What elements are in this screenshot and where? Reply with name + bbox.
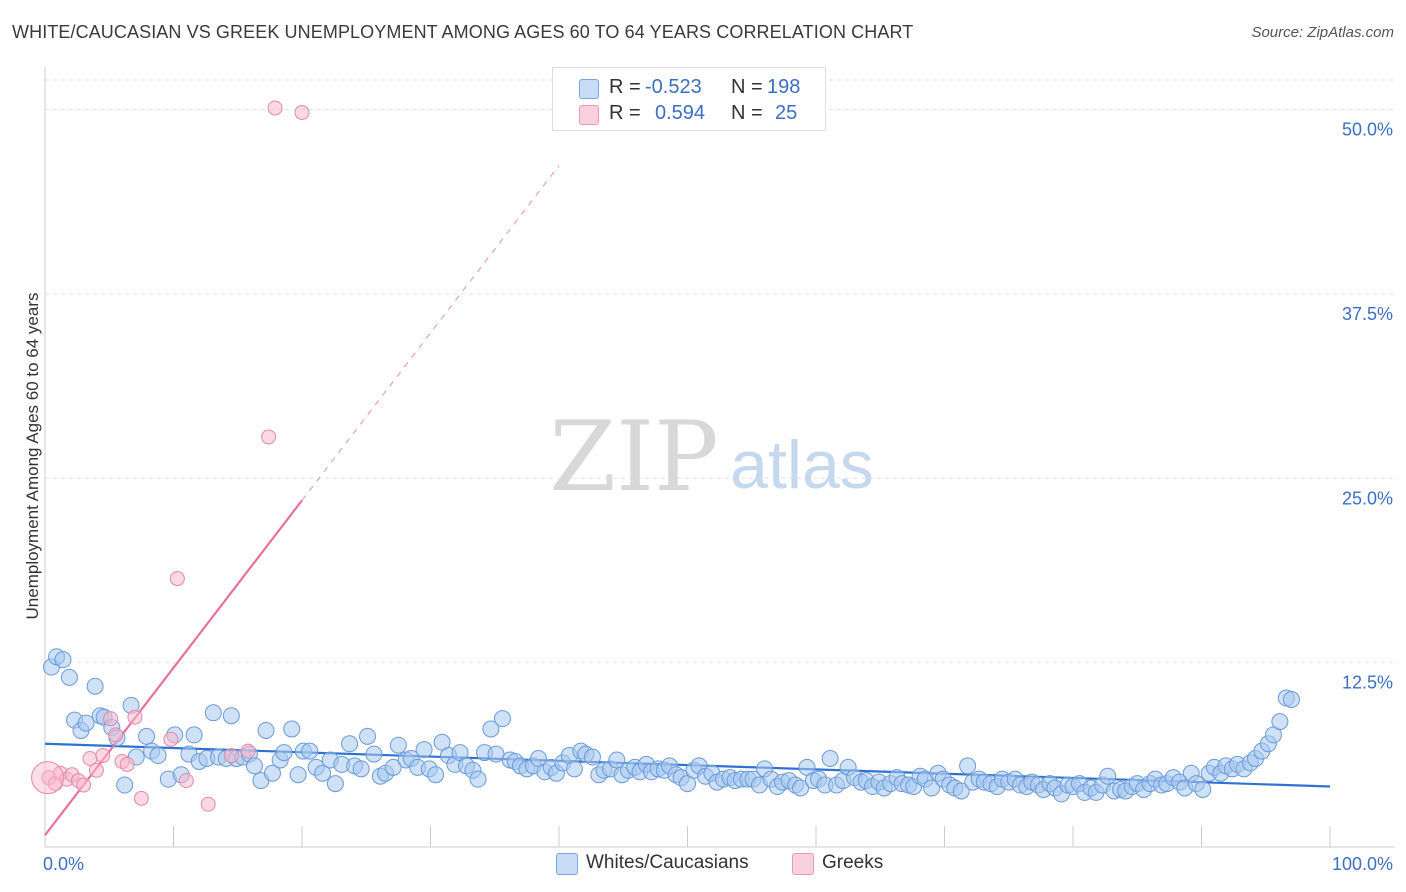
legend-row-greeks: R = 0.594 N = 25: [553, 101, 825, 127]
y-tick-label: 37.5%: [1342, 304, 1393, 324]
x-tick-label-max: 100.0%: [1332, 854, 1393, 874]
x-tick-label-min: 0.0%: [43, 854, 84, 874]
n-value: 198: [767, 76, 801, 98]
white-point: [204, 704, 222, 722]
white-point: [341, 735, 359, 753]
white-point: [365, 745, 383, 763]
white-point: [245, 757, 263, 775]
white-point: [263, 764, 281, 782]
data-points: [31, 100, 1300, 812]
white-point: [1271, 713, 1289, 731]
greek-point: [76, 777, 92, 793]
greeks-legend-swatch: [792, 853, 814, 875]
r-value: -0.523: [645, 76, 702, 98]
white-point: [359, 727, 377, 745]
whites-swatch: [579, 79, 599, 99]
legend-row-whites: R = -0.523 N = 198: [553, 75, 825, 101]
white-point: [283, 720, 301, 738]
r-value: 0.594: [655, 102, 706, 124]
n-label: N =: [731, 102, 763, 124]
white-point: [257, 721, 275, 739]
stats-legend: R = -0.523 N = 198 R = 0.594 N = 25: [552, 67, 826, 131]
greek-point: [108, 727, 124, 743]
greek-point: [178, 773, 194, 789]
white-point: [792, 779, 810, 797]
n-label: N =: [731, 76, 763, 98]
greek-point: [163, 731, 179, 747]
white-point: [1282, 691, 1300, 708]
white-point: [427, 766, 445, 784]
white-point: [487, 745, 505, 763]
white-point: [389, 736, 407, 754]
white-point: [493, 710, 511, 728]
greeks-swatch: [579, 105, 599, 125]
greek-point: [119, 756, 135, 772]
white-point: [86, 677, 104, 695]
whites-legend-swatch: [556, 853, 578, 875]
greek-point: [133, 790, 149, 806]
y-axis-label: Unemployment Among Ages 60 to 64 years: [23, 292, 42, 620]
white-point: [60, 668, 78, 686]
white-point: [185, 726, 203, 744]
white-point: [54, 651, 72, 669]
legend-item-whites[interactable]: Whites/Caucasians: [556, 852, 766, 876]
greek-point: [103, 711, 119, 727]
white-point: [326, 775, 344, 793]
r-label: R =: [609, 102, 641, 124]
white-point: [482, 720, 500, 738]
white-point: [138, 727, 156, 745]
greek-point: [169, 571, 185, 587]
white-point: [565, 760, 583, 778]
greek-point: [223, 748, 239, 764]
chart-title: WHITE/CAUCASIAN VS GREEK UNEMPLOYMENT AM…: [12, 22, 914, 42]
white-point: [469, 770, 487, 788]
axes: [44, 67, 1395, 848]
watermark: ZIP atlas: [549, 401, 873, 513]
tick-labels: 12.5% 25.0% 37.5% 50.0% 0.0% 100.0%: [43, 120, 1393, 875]
white-point: [314, 764, 332, 782]
white-point: [116, 776, 134, 794]
greek-point: [240, 743, 256, 759]
greek-point: [294, 104, 310, 120]
watermark-atlas: atlas: [730, 427, 874, 503]
white-point: [301, 742, 319, 760]
white-point: [923, 779, 941, 797]
greek-point: [95, 748, 111, 764]
grid-lines: [45, 79, 1395, 664]
white-point: [384, 758, 402, 776]
greek-point: [261, 429, 277, 445]
y-tick-label: 25.0%: [1342, 488, 1393, 508]
greek-point: [127, 709, 143, 725]
white-point: [959, 757, 977, 775]
white-point: [352, 760, 370, 778]
greeks-trend-extension: [301, 165, 560, 501]
white-point: [821, 750, 839, 767]
legend-item-greeks[interactable]: Greeks: [792, 852, 902, 876]
greek-point: [200, 796, 216, 812]
watermark-zip: ZIP: [549, 401, 718, 513]
white-point: [415, 741, 433, 759]
white-point: [583, 748, 601, 766]
white-point: [77, 714, 95, 732]
white-point: [1194, 780, 1212, 798]
n-value: 25: [775, 102, 798, 124]
white-point: [149, 747, 167, 765]
white-point: [952, 782, 970, 800]
greeks-legend-label: Greeks: [822, 852, 884, 873]
source-label: Source: ZipAtlas.com: [1251, 24, 1394, 41]
whites-legend-label: Whites/Caucasians: [586, 852, 749, 873]
greek-point: [31, 761, 65, 795]
white-point: [275, 744, 293, 762]
white-point: [289, 766, 307, 784]
white-point: [1099, 767, 1117, 785]
y-tick-label: 12.5%: [1342, 673, 1393, 693]
r-label: R =: [609, 76, 641, 98]
greek-point: [88, 762, 104, 778]
white-point: [222, 707, 240, 725]
y-tick-label: 50.0%: [1342, 120, 1393, 140]
greek-point: [267, 100, 283, 116]
